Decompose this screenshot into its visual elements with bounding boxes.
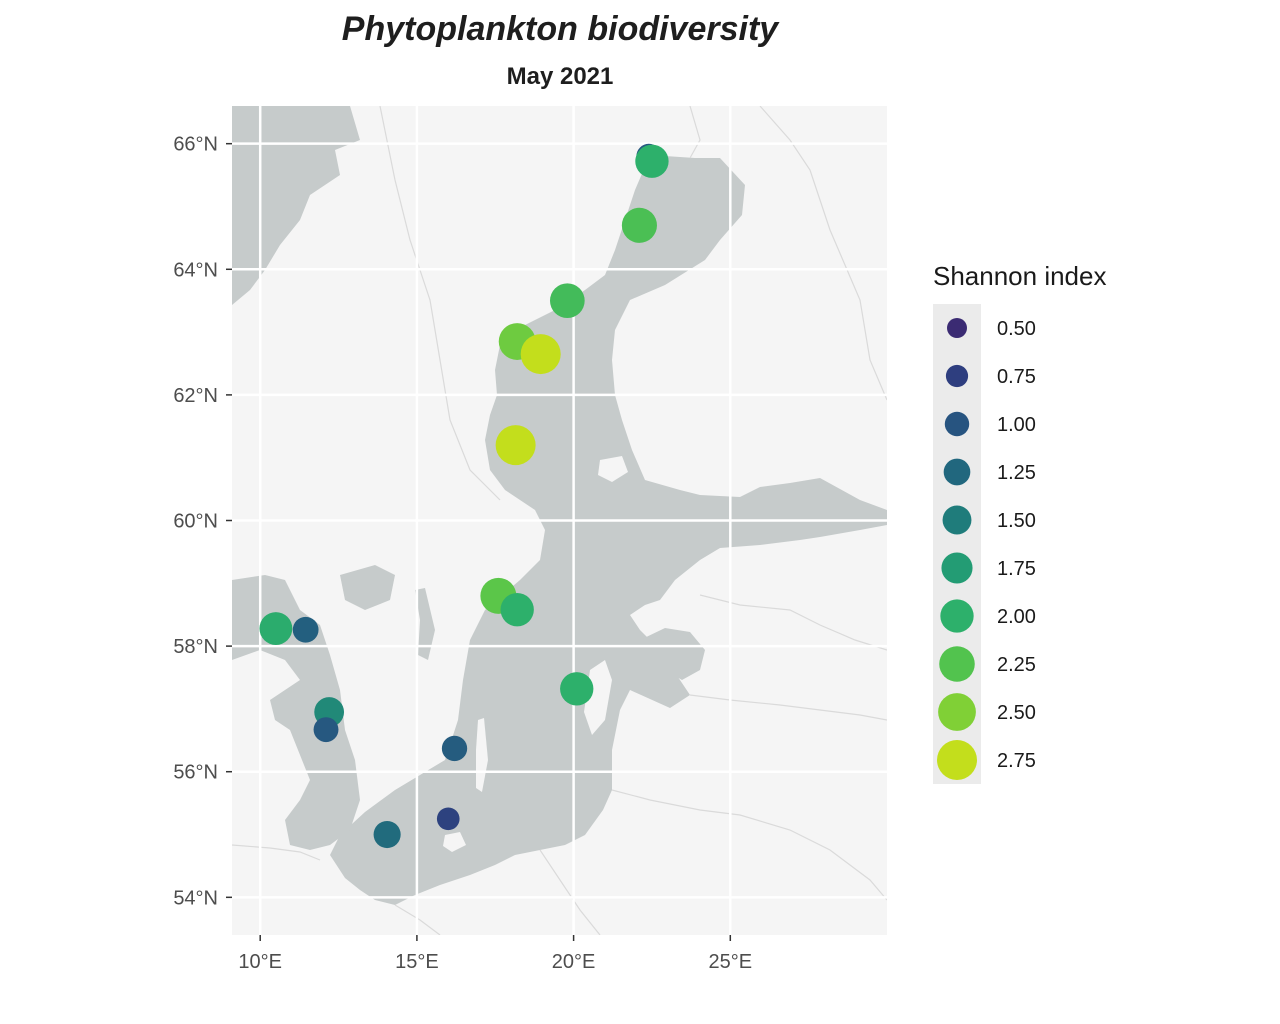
x-tick-label: 10°E bbox=[238, 951, 282, 973]
chart-subtitle: May 2021 bbox=[506, 63, 614, 90]
station-point bbox=[500, 593, 534, 627]
legend-label: 1.50 bbox=[997, 510, 1036, 532]
legend-title: Shannon index bbox=[933, 261, 1106, 291]
x-tick-label: 15°E bbox=[395, 951, 439, 973]
station-point bbox=[495, 425, 536, 466]
country-borders bbox=[232, 106, 887, 935]
legend-label: 0.75 bbox=[997, 366, 1036, 388]
gulf-of-riga-shape bbox=[640, 628, 705, 680]
station-point bbox=[259, 612, 293, 645]
y-tick-label: 56°N bbox=[173, 762, 218, 784]
map-axes: 10°E 15°E 20°E 25°E 54°N 56°N 58°N 60°N 62°N 64°N… bbox=[173, 134, 752, 973]
kattegat-shape bbox=[232, 575, 360, 850]
legend-label: 1.25 bbox=[997, 462, 1036, 484]
station-point bbox=[635, 144, 669, 178]
map-geography bbox=[232, 106, 887, 935]
station-point bbox=[621, 207, 657, 243]
station-point bbox=[550, 283, 585, 319]
y-tick-label: 66°N bbox=[173, 134, 218, 156]
station-point bbox=[441, 735, 468, 762]
legend-key bbox=[942, 505, 972, 535]
gotland-island-shape bbox=[584, 660, 612, 735]
y-tick-label: 60°N bbox=[173, 511, 218, 533]
legend-key bbox=[945, 364, 969, 388]
y-tick-label: 64°N bbox=[173, 259, 218, 281]
norwegian-sea-shape bbox=[232, 106, 360, 305]
legend-key bbox=[943, 458, 971, 486]
baltic-sea-shape bbox=[330, 155, 887, 905]
legend-label: 2.25 bbox=[997, 654, 1036, 676]
legend-key bbox=[941, 552, 973, 584]
legend-key bbox=[947, 318, 967, 338]
legend-key bbox=[938, 693, 976, 731]
data-points bbox=[259, 143, 669, 849]
station-point bbox=[436, 807, 460, 831]
lake-vanern-shape bbox=[340, 565, 395, 610]
legend-key bbox=[937, 740, 977, 780]
aland-islands-shape bbox=[598, 456, 628, 482]
lake-vattern-shape bbox=[415, 588, 435, 660]
legend-key bbox=[939, 646, 975, 682]
station-point bbox=[560, 672, 594, 706]
legend-key bbox=[944, 411, 970, 437]
bornholm-island-shape bbox=[443, 832, 466, 852]
x-tick-label: 25°E bbox=[709, 951, 753, 973]
legend-label: 0.50 bbox=[997, 318, 1036, 340]
y-tick-label: 58°N bbox=[173, 636, 218, 658]
station-point bbox=[313, 717, 339, 743]
y-tick-label: 62°N bbox=[173, 385, 218, 407]
station-point bbox=[373, 820, 401, 849]
y-tick-label: 54°N bbox=[173, 887, 218, 909]
legend-label: 2.75 bbox=[997, 750, 1036, 772]
station-point bbox=[292, 616, 319, 643]
legend-label: 2.50 bbox=[997, 702, 1036, 724]
x-tick-label: 20°E bbox=[552, 951, 596, 973]
oland-island-shape bbox=[476, 718, 488, 792]
map-graticule bbox=[232, 106, 887, 935]
legend: Shannon index 0.50 0.75 1.00 1.25 1.50 1.75 2.0… bbox=[933, 261, 1106, 784]
legend-label: 1.00 bbox=[997, 414, 1036, 436]
legend-key bbox=[940, 599, 974, 633]
legend-label: 2.00 bbox=[997, 606, 1036, 628]
station-point bbox=[520, 334, 561, 375]
chart-title: Phytoplankton biodiversity bbox=[341, 10, 779, 48]
legend-label: 1.75 bbox=[997, 558, 1036, 580]
